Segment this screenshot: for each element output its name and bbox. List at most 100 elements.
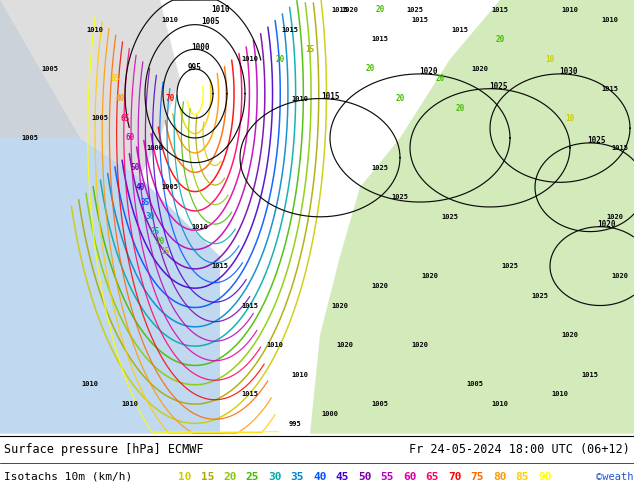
Text: 50: 50	[358, 472, 372, 482]
Text: 1010: 1010	[82, 381, 98, 388]
Text: 1010: 1010	[602, 17, 619, 23]
Text: 80: 80	[115, 94, 125, 103]
Text: 1010: 1010	[191, 223, 209, 230]
Text: 1020: 1020	[337, 342, 354, 348]
Text: 1015: 1015	[411, 17, 429, 23]
Text: 75: 75	[470, 472, 484, 482]
Text: 20: 20	[455, 104, 465, 113]
Text: 10: 10	[566, 114, 574, 123]
Text: 80: 80	[493, 472, 507, 482]
Text: 35: 35	[290, 472, 304, 482]
Text: 1025: 1025	[489, 82, 507, 91]
Text: 1020: 1020	[562, 332, 578, 338]
Text: 1000: 1000	[321, 411, 339, 417]
Text: 1020: 1020	[411, 342, 429, 348]
Text: 1005: 1005	[22, 135, 39, 141]
Text: 1010: 1010	[162, 17, 179, 23]
Text: 45: 45	[335, 472, 349, 482]
Text: 1020: 1020	[612, 273, 628, 279]
Text: 30: 30	[145, 212, 155, 221]
Text: 995: 995	[288, 421, 301, 427]
Text: 20: 20	[275, 54, 285, 64]
Text: 1020: 1020	[332, 302, 349, 309]
Text: 40: 40	[313, 472, 327, 482]
Text: 1025: 1025	[406, 7, 424, 13]
Text: 60: 60	[403, 472, 417, 482]
Text: 20: 20	[155, 237, 165, 246]
Text: 1015: 1015	[242, 302, 259, 309]
Text: 1015: 1015	[212, 263, 228, 269]
Text: 20: 20	[436, 74, 444, 83]
Text: 1015: 1015	[321, 92, 339, 101]
Text: 85: 85	[110, 74, 120, 83]
Text: 1015: 1015	[491, 7, 508, 13]
Text: 10: 10	[545, 54, 555, 64]
Text: 1010: 1010	[562, 7, 578, 13]
Text: 25: 25	[150, 227, 160, 236]
Text: 1015: 1015	[581, 371, 598, 377]
Text: 1005: 1005	[467, 381, 484, 388]
Text: 1025: 1025	[588, 136, 606, 146]
Text: 1030: 1030	[559, 68, 577, 76]
Text: 50: 50	[131, 163, 139, 172]
Text: 25: 25	[245, 472, 259, 482]
Text: 1020: 1020	[342, 7, 358, 13]
Text: 60: 60	[126, 133, 134, 143]
Text: 1010: 1010	[292, 371, 309, 377]
Text: 15: 15	[306, 45, 314, 54]
Text: 1020: 1020	[598, 220, 616, 229]
Text: 35: 35	[140, 197, 150, 207]
Text: 55: 55	[380, 472, 394, 482]
Text: 1025: 1025	[392, 194, 408, 200]
Text: 90: 90	[538, 472, 552, 482]
Text: 1025: 1025	[372, 165, 389, 171]
Text: 1010: 1010	[86, 26, 103, 32]
Text: 1005: 1005	[201, 17, 219, 26]
Text: 1020: 1020	[607, 214, 623, 220]
Text: 1005: 1005	[41, 66, 58, 72]
Text: 1025: 1025	[531, 293, 548, 299]
Text: 1010: 1010	[242, 56, 259, 62]
Text: 70: 70	[448, 472, 462, 482]
Text: 1015: 1015	[372, 36, 389, 43]
Text: 1015: 1015	[451, 26, 469, 32]
Text: 85: 85	[515, 472, 529, 482]
Text: 1005: 1005	[372, 401, 389, 407]
Text: 1010: 1010	[210, 5, 230, 14]
Text: 15: 15	[160, 247, 170, 256]
Text: 30: 30	[268, 472, 281, 482]
Text: 1010: 1010	[292, 96, 309, 101]
Text: 20: 20	[223, 472, 236, 482]
Text: 1020: 1020	[472, 66, 489, 72]
Text: 20: 20	[365, 65, 375, 74]
Text: 1005: 1005	[91, 115, 108, 121]
Text: 1010: 1010	[122, 401, 138, 407]
Text: 40: 40	[136, 183, 145, 192]
Polygon shape	[0, 0, 220, 434]
Text: 20: 20	[396, 94, 404, 103]
Text: 1025: 1025	[501, 263, 519, 269]
Polygon shape	[0, 0, 180, 177]
Text: 1015: 1015	[242, 391, 259, 397]
Text: 10: 10	[178, 472, 191, 482]
Text: 1010: 1010	[266, 342, 283, 348]
Text: 1025: 1025	[441, 214, 458, 220]
Text: 1020: 1020	[422, 273, 439, 279]
Text: 1010: 1010	[552, 391, 569, 397]
Text: 15: 15	[200, 472, 214, 482]
Text: 995: 995	[188, 63, 202, 72]
Text: Fr 24-05-2024 18:00 UTC (06+12): Fr 24-05-2024 18:00 UTC (06+12)	[409, 443, 630, 456]
Text: 65: 65	[120, 114, 129, 123]
Text: 20: 20	[375, 5, 385, 14]
Text: Surface pressure [hPa] ECMWF: Surface pressure [hPa] ECMWF	[4, 443, 204, 456]
Text: 1015: 1015	[332, 7, 349, 13]
Text: 1000: 1000	[146, 145, 164, 151]
Text: 1020: 1020	[372, 283, 389, 289]
Text: Isotachs 10m (km/h): Isotachs 10m (km/h)	[4, 472, 133, 482]
Text: 70: 70	[165, 94, 174, 103]
Text: 65: 65	[425, 472, 439, 482]
Text: 1000: 1000	[191, 43, 209, 52]
Text: 1015: 1015	[281, 26, 299, 32]
Text: ©weatheronline.co.uk: ©weatheronline.co.uk	[596, 472, 634, 482]
Polygon shape	[310, 0, 634, 434]
